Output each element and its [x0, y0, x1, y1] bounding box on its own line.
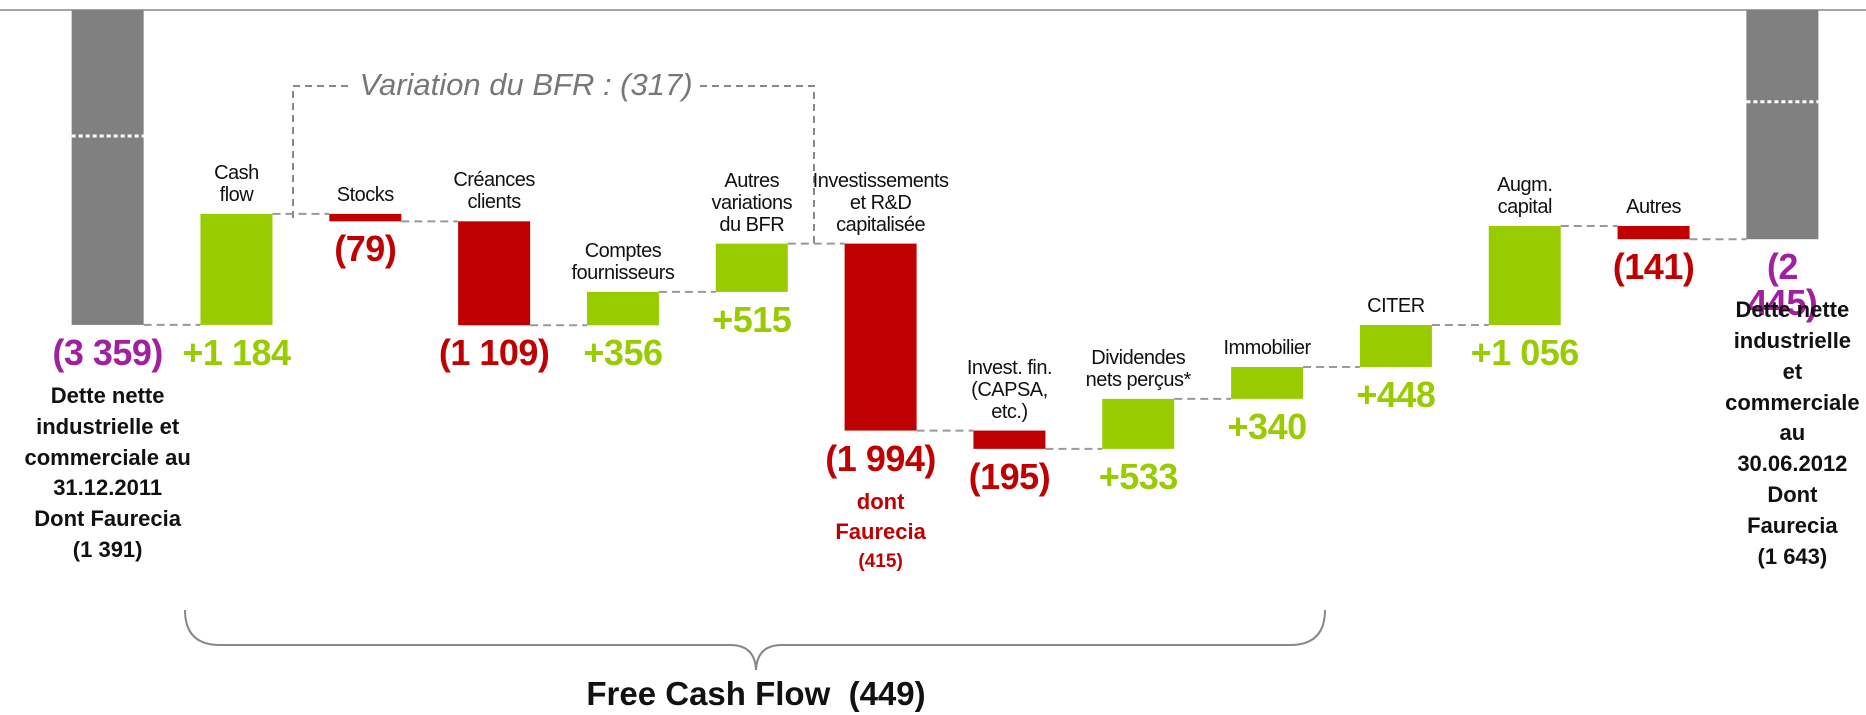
- category-label: Autres: [1626, 196, 1681, 218]
- value-label: (195): [968, 455, 1051, 497]
- bar: [1359, 325, 1432, 367]
- value-label: +356: [583, 332, 663, 374]
- value-label: +448: [1356, 374, 1436, 415]
- free-cash-flow: Free Cash Flow (449): [586, 675, 926, 712]
- category-label: Dividendes nets perçus*: [1085, 346, 1192, 391]
- bar: [329, 213, 402, 222]
- value-label: +515: [712, 298, 792, 340]
- category-label: Invest. fin. (CAPSA, etc.): [966, 356, 1053, 423]
- bar: [1488, 226, 1561, 325]
- bfr-note: Variation du BFR : (317): [359, 67, 693, 102]
- value-label: +340: [1227, 405, 1308, 447]
- value-label: +1 184: [182, 331, 291, 373]
- value-label: +1 056: [1470, 332, 1580, 373]
- value-label: (1 109): [438, 332, 550, 374]
- start-note: Dette nette industrielle et commerciale …: [24, 382, 191, 562]
- category-label: CITER: [1367, 295, 1425, 317]
- value-label: (2 445): [1747, 246, 1818, 324]
- category-label: Augm. capital: [1497, 174, 1553, 218]
- bar: [1746, 10, 1819, 240]
- value-label: +533: [1098, 455, 1179, 497]
- end-note: Dette nette industrielle et commerciale …: [1725, 297, 1860, 569]
- bar: [1102, 398, 1175, 449]
- category-label: Investissements et R&D capitalisée: [812, 169, 949, 236]
- category-label: Immobilier: [1223, 337, 1311, 359]
- value-label: (1 994): [825, 437, 936, 479]
- bar: [1231, 367, 1304, 399]
- category-label: Autres variations du BFR: [711, 169, 793, 236]
- category-label: Stocks: [336, 183, 395, 206]
- invest-note-value: (415): [858, 550, 903, 572]
- bar: [71, 10, 144, 325]
- brace: [184, 609, 1326, 671]
- bar: [1617, 226, 1690, 240]
- bar: [458, 221, 531, 326]
- bar: [973, 430, 1046, 449]
- value-label: (141): [1612, 246, 1695, 288]
- invest-note: dont Faurecia: [835, 488, 926, 545]
- bfr-bracket: [292, 85, 815, 245]
- category-label: Cash flow: [214, 161, 259, 206]
- category-label: Comptes fournisseurs: [571, 239, 675, 284]
- value-label: (79): [334, 228, 397, 270]
- bar: [844, 243, 917, 431]
- bar: [586, 291, 659, 326]
- bar: [200, 213, 273, 325]
- bar: [715, 243, 788, 292]
- category-label: Créances clients: [453, 169, 535, 214]
- value-label: (3 359): [52, 331, 163, 373]
